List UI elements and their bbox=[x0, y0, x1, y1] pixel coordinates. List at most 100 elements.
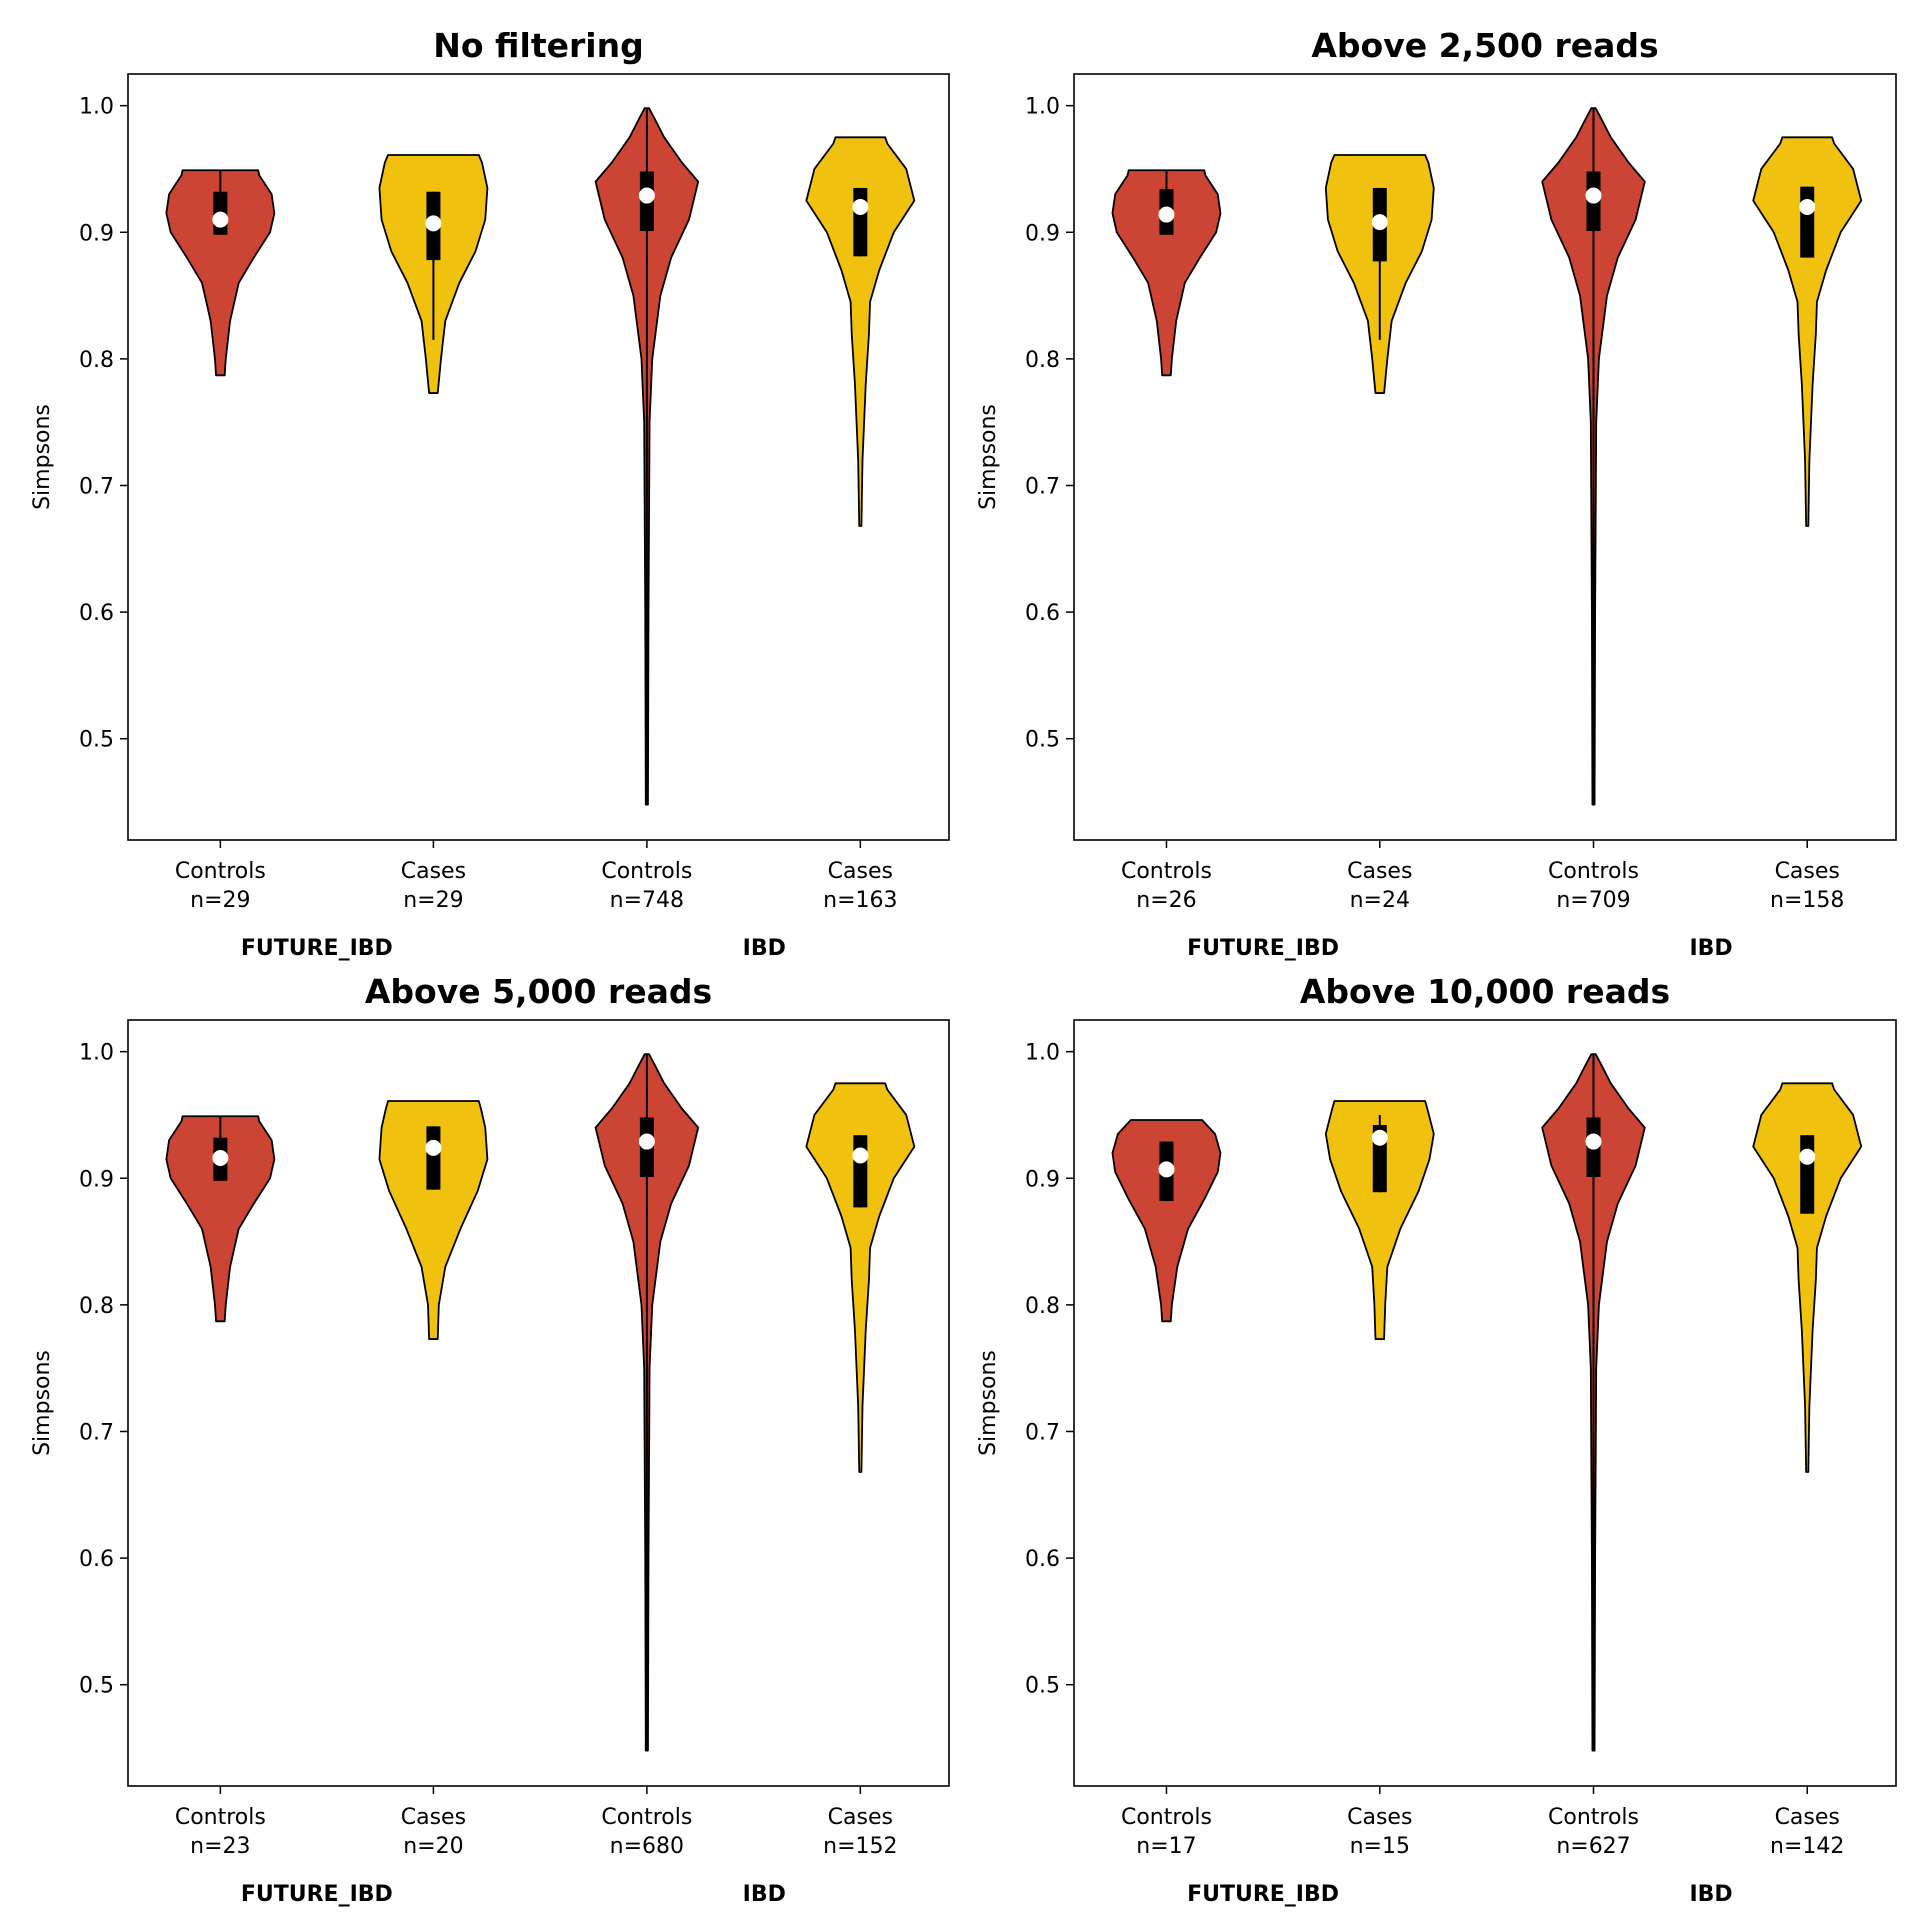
x-tick-label: Cases bbox=[828, 1805, 893, 1830]
y-tick-label: 0.5 bbox=[1025, 728, 1060, 753]
y-tick-label: 0.7 bbox=[1025, 474, 1060, 499]
x-tick-count: n=24 bbox=[1350, 888, 1410, 913]
violin-controls-ibd bbox=[1541, 107, 1646, 806]
violin-body bbox=[165, 1115, 276, 1323]
violin-controls-ibd bbox=[1541, 1053, 1646, 1752]
violin-median-dot bbox=[852, 198, 869, 215]
violin-median-dot bbox=[1371, 1129, 1388, 1146]
group-label: IBD bbox=[1689, 1882, 1732, 1907]
chart-panel-2: Above 5,000 reads Simpsons 0.5 0.6 0.7 0.8 0.9… bbox=[30, 972, 950, 1907]
violin-controls-future-ibd bbox=[1111, 1119, 1222, 1323]
x-tick-count: n=142 bbox=[1770, 1834, 1844, 1859]
violin-body bbox=[1752, 136, 1863, 527]
x-tick-label: Cases bbox=[1347, 1805, 1412, 1830]
violin-median-dot bbox=[1799, 198, 1816, 215]
y-tick-label: 0.8 bbox=[79, 348, 114, 373]
y-tick-label: 0.7 bbox=[79, 474, 114, 499]
violin-median-dot bbox=[638, 1133, 655, 1150]
plot-frame bbox=[1073, 73, 1897, 841]
violin-cases-future-ibd bbox=[378, 1100, 489, 1340]
chart-title: Above 2,500 reads bbox=[1311, 26, 1658, 65]
group-label: IBD bbox=[743, 1882, 786, 1907]
group-label: FUTURE_IBD bbox=[1187, 1882, 1339, 1907]
group-label: FUTURE_IBD bbox=[241, 936, 393, 961]
violin-controls-future-ibd bbox=[1111, 169, 1222, 377]
chart-panel-0: No filtering Simpsons 0.5 0.6 0.7 0.8 0.9 1.0 Co… bbox=[30, 26, 950, 961]
y-axis-label: Simpsons bbox=[976, 404, 1001, 510]
violin-median-dot bbox=[638, 187, 655, 204]
violin-body bbox=[1324, 1100, 1435, 1340]
x-tick-label: Controls bbox=[175, 1805, 266, 1830]
violin-body bbox=[378, 1100, 489, 1340]
chart-panel-1: Above 2,500 reads Simpsons 0.5 0.6 0.7 0.8 0.9… bbox=[976, 26, 1897, 961]
group-label: IBD bbox=[1689, 936, 1732, 961]
y-tick-label: 0.5 bbox=[1025, 1674, 1060, 1699]
x-tick-label: Cases bbox=[401, 859, 466, 884]
violin-body bbox=[1752, 1082, 1863, 1473]
y-tick-label: 0.6 bbox=[1025, 1547, 1060, 1572]
x-tick-count: n=15 bbox=[1350, 1834, 1410, 1859]
violin-cases-ibd bbox=[805, 1082, 916, 1473]
violin-median-dot bbox=[212, 211, 229, 228]
x-tick-label: Controls bbox=[1121, 859, 1212, 884]
x-tick-label: Cases bbox=[1775, 1805, 1840, 1830]
y-tick-label: 0.9 bbox=[79, 221, 114, 246]
x-tick-count: n=680 bbox=[610, 1834, 684, 1859]
violin-iqr-box bbox=[1800, 186, 1815, 258]
y-tick-label: 0.6 bbox=[79, 1547, 114, 1572]
y-tick-label: 1.0 bbox=[1025, 1041, 1060, 1066]
violin-median-dot bbox=[1585, 1133, 1602, 1150]
violin-controls-ibd bbox=[594, 1053, 700, 1752]
y-axis-label: Simpsons bbox=[30, 1350, 55, 1456]
group-label: IBD bbox=[743, 936, 786, 961]
violin-iqr-box bbox=[853, 187, 868, 257]
y-tick-label: 0.9 bbox=[1025, 1167, 1060, 1192]
y-axis-label: Simpsons bbox=[976, 1350, 1001, 1456]
x-tick-label: Controls bbox=[601, 859, 692, 884]
violin-median-dot bbox=[425, 1139, 442, 1156]
violin-controls-ibd bbox=[594, 107, 700, 806]
x-tick-count: n=163 bbox=[823, 888, 897, 913]
violin-body bbox=[1111, 1119, 1222, 1323]
x-tick-label: Cases bbox=[828, 859, 893, 884]
violin-controls-future-ibd bbox=[165, 169, 276, 377]
violin-body bbox=[805, 1082, 916, 1473]
group-label: FUTURE_IBD bbox=[241, 1882, 393, 1907]
x-tick-label: Cases bbox=[1347, 859, 1412, 884]
y-tick-label: 0.5 bbox=[79, 1674, 114, 1699]
x-tick-count: n=29 bbox=[403, 888, 463, 913]
y-tick-label: 0.8 bbox=[79, 1294, 114, 1319]
x-tick-label: Controls bbox=[1548, 1805, 1639, 1830]
violin-cases-ibd bbox=[1752, 1082, 1863, 1473]
y-tick-label: 0.8 bbox=[1025, 1294, 1060, 1319]
violin-iqr-box bbox=[1800, 1135, 1815, 1214]
violin-cases-future-ibd bbox=[1324, 154, 1435, 394]
plot-frame bbox=[127, 73, 950, 841]
x-tick-count: n=20 bbox=[403, 1834, 463, 1859]
x-tick-count: n=23 bbox=[190, 1834, 250, 1859]
x-tick-count: n=29 bbox=[190, 888, 250, 913]
violin-cases-ibd bbox=[805, 136, 916, 527]
x-tick-count: n=627 bbox=[1556, 1834, 1630, 1859]
x-tick-label: Controls bbox=[175, 859, 266, 884]
chart-title: No filtering bbox=[433, 26, 643, 65]
violin-median-dot bbox=[1799, 1148, 1816, 1165]
x-tick-count: n=709 bbox=[1556, 888, 1630, 913]
x-tick-label: Cases bbox=[401, 1805, 466, 1830]
violin-median-dot bbox=[1371, 214, 1388, 231]
y-tick-label: 1.0 bbox=[1025, 95, 1060, 120]
violin-iqr-box bbox=[426, 1126, 441, 1190]
violin-cases-future-ibd bbox=[378, 154, 489, 394]
y-tick-label: 0.7 bbox=[79, 1420, 114, 1445]
y-tick-label: 1.0 bbox=[79, 1041, 114, 1066]
violin-body bbox=[165, 169, 276, 377]
violin-median-dot bbox=[852, 1147, 869, 1164]
plot-frame bbox=[1073, 1019, 1897, 1787]
violin-median-dot bbox=[1158, 1161, 1175, 1178]
group-label: FUTURE_IBD bbox=[1187, 936, 1339, 961]
x-tick-count: n=152 bbox=[823, 1834, 897, 1859]
x-tick-count: n=748 bbox=[610, 888, 684, 913]
violin-iqr-box bbox=[853, 1135, 868, 1208]
y-tick-label: 0.5 bbox=[79, 728, 114, 753]
